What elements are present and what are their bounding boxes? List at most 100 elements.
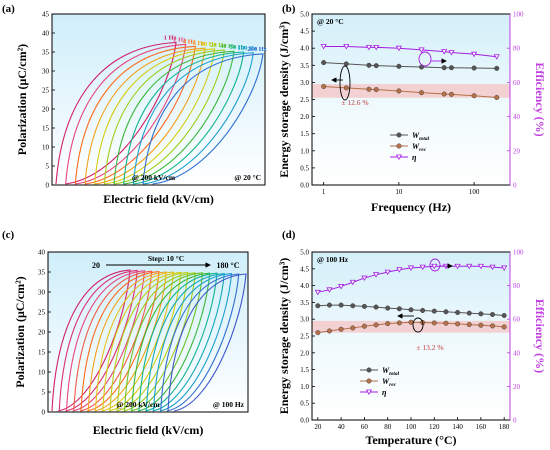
panel-label-a: (a) bbox=[2, 3, 15, 15]
ytick-label: 0.0 bbox=[300, 417, 309, 425]
a-loop-3 bbox=[74, 45, 196, 185]
data-point-eta bbox=[419, 264, 426, 271]
data-point-eta bbox=[320, 44, 327, 50]
legend-label: Wtotal bbox=[382, 366, 400, 377]
right-axis-group-ellipse bbox=[418, 51, 432, 67]
data-point-wtotal bbox=[366, 62, 372, 68]
xtick-label: 10 bbox=[395, 188, 403, 196]
right-axis-group-ellipse bbox=[429, 258, 441, 272]
legend-marker-eta bbox=[395, 154, 403, 161]
y2tick-label: 40 bbox=[513, 349, 521, 357]
ytick-label: 1.0 bbox=[300, 147, 309, 155]
data-point-wrec bbox=[350, 325, 356, 331]
data-point-wrec bbox=[501, 324, 507, 330]
data-point-wrec bbox=[443, 320, 449, 326]
data-point-eta bbox=[501, 265, 508, 271]
data-point-eta bbox=[338, 284, 345, 290]
xtick-label: 60 bbox=[361, 423, 369, 431]
x-axis-label: Electric field (kV/cm) bbox=[93, 423, 204, 437]
xtick-label: 100 bbox=[469, 188, 480, 196]
data-point-wrec bbox=[490, 323, 496, 329]
panel-label-c: (c) bbox=[2, 229, 15, 241]
freq-annotation: @ 100 Hz bbox=[317, 255, 349, 264]
xtick-label: 40 bbox=[338, 423, 346, 431]
xtick-label: 120 bbox=[429, 423, 440, 431]
plot-frame bbox=[51, 13, 266, 186]
data-point-wtotal bbox=[448, 65, 454, 71]
data-point-wrec bbox=[338, 326, 344, 332]
ytick-label: 3.0 bbox=[300, 316, 309, 324]
data-point-eta bbox=[373, 44, 380, 51]
y2tick-label: 40 bbox=[513, 113, 521, 121]
data-point-wrec bbox=[396, 88, 402, 94]
data-point-eta bbox=[471, 51, 478, 58]
data-point-wrec bbox=[478, 322, 484, 328]
data-point-wrec bbox=[396, 320, 402, 326]
a-ytick-label: 30 bbox=[42, 68, 50, 76]
y2tick-label: 0 bbox=[513, 417, 517, 425]
x-axis-label: Temperature (°C) bbox=[365, 433, 456, 447]
data-point-wrec bbox=[431, 320, 437, 326]
a-loop-1 bbox=[55, 41, 177, 185]
data-point-eta bbox=[314, 289, 321, 296]
data-point-wrec bbox=[385, 321, 391, 327]
data-point-wrec bbox=[343, 85, 349, 91]
data-point-eta bbox=[489, 264, 496, 271]
ytick-label: 1.5 bbox=[300, 130, 309, 138]
data-point-wtotal bbox=[478, 311, 484, 317]
band-annotation: ± 12.6 % bbox=[341, 98, 368, 107]
data-point-eta bbox=[418, 47, 425, 53]
y2tick-label: 20 bbox=[513, 383, 521, 391]
data-point-wrec bbox=[448, 91, 454, 97]
a-ytick-label: 0 bbox=[46, 182, 50, 190]
data-point-eta bbox=[349, 279, 356, 286]
legend-label: η bbox=[412, 153, 417, 162]
freq-label: 1 Hz bbox=[164, 35, 177, 42]
freq-label: 100 Hz bbox=[238, 45, 257, 52]
start-temp-label: 20 bbox=[92, 261, 100, 270]
data-point-wrec bbox=[366, 86, 372, 92]
c-loop-14 bbox=[145, 273, 225, 412]
ytick-label: 4.0 bbox=[300, 45, 309, 53]
legend-marker bbox=[366, 367, 372, 373]
a-ytick-label: 45 bbox=[42, 11, 50, 19]
c-ytick-label: 25 bbox=[38, 309, 46, 317]
data-point-eta bbox=[431, 263, 438, 270]
y2tick-label: 0 bbox=[513, 182, 517, 190]
a-loop-8 bbox=[123, 51, 245, 185]
y2-axis-label: Efficiency (%) bbox=[533, 299, 547, 373]
y-axis-label: Polarization (μC/cm²) bbox=[15, 44, 29, 155]
data-point-wtotal bbox=[471, 65, 477, 71]
y2-axis-label: Efficiency (%) bbox=[533, 62, 547, 136]
ytick-label: 2.0 bbox=[300, 113, 309, 121]
a-ytick-label: 20 bbox=[42, 106, 50, 114]
panel-label-b: (b) bbox=[282, 3, 296, 15]
c-loop-16 bbox=[160, 273, 240, 412]
ytick-label: 0.0 bbox=[300, 182, 309, 190]
data-point-wrec bbox=[321, 84, 327, 90]
series-line-1 bbox=[323, 62, 497, 69]
data-point-wtotal bbox=[408, 307, 414, 313]
data-point-eta bbox=[326, 287, 333, 293]
a-loop-9 bbox=[132, 52, 254, 185]
data-point-eta bbox=[466, 263, 473, 270]
data-point-wtotal bbox=[361, 303, 367, 309]
a-ytick-label: 15 bbox=[42, 125, 50, 133]
data-point-wtotal bbox=[466, 310, 472, 316]
ytick-label: 4.5 bbox=[300, 265, 309, 273]
ytick-label: 2.5 bbox=[300, 96, 309, 104]
c-ytick-label: 20 bbox=[38, 329, 46, 337]
data-point-eta bbox=[448, 50, 455, 56]
data-point-wtotal bbox=[501, 313, 507, 319]
a-loop-5 bbox=[94, 48, 216, 185]
xtick-label: 160 bbox=[476, 423, 487, 431]
ytick-label: 2.5 bbox=[300, 333, 309, 341]
series-line-3 bbox=[323, 45, 497, 58]
left-axis-group-ellipse bbox=[339, 65, 351, 101]
legend-marker bbox=[366, 378, 372, 384]
data-point-eta bbox=[361, 275, 368, 282]
data-point-wrec bbox=[471, 93, 477, 99]
freq-label: 10 Hz bbox=[201, 41, 217, 48]
field-annotation: @ 200 kV/cm bbox=[116, 400, 160, 409]
data-point-wtotal bbox=[315, 303, 321, 309]
